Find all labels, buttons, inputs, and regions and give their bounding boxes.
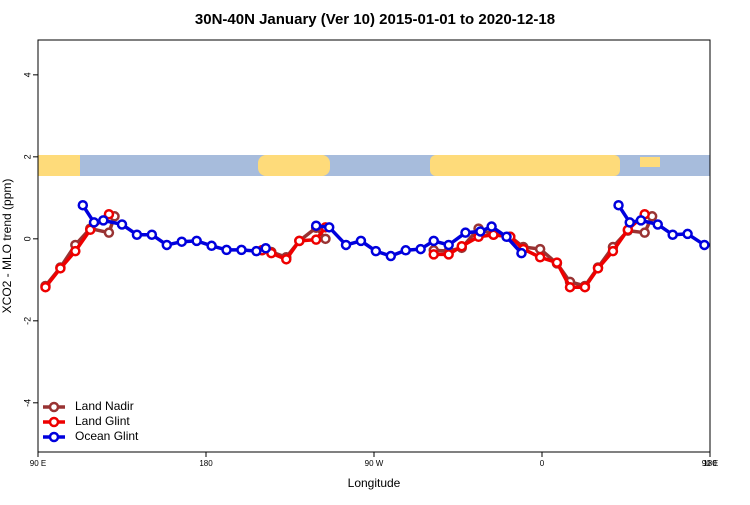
data-point (551, 257, 563, 268)
data-point (55, 263, 66, 274)
data-point (624, 217, 635, 228)
data-point (320, 233, 331, 245)
data-point (516, 247, 527, 259)
data-point (460, 227, 471, 238)
data-point (592, 263, 604, 274)
data-point (607, 245, 619, 257)
data-point (310, 234, 322, 245)
x-axis-label: Longitude (348, 476, 401, 490)
x-tick-label: 90 E (702, 459, 718, 468)
chart-title: 30N-40N January (Ver 10) 2015-01-01 to 2… (195, 11, 555, 28)
data-point (88, 217, 100, 228)
x-tick-label: 180 (199, 459, 213, 468)
data-point (103, 208, 115, 220)
data-point (443, 249, 454, 260)
data-point (400, 245, 411, 256)
data-point (260, 243, 271, 254)
x-tick-label: 180 (703, 459, 717, 468)
data-point (534, 252, 546, 263)
legend-marker (48, 401, 60, 413)
y-tick-label: 0 (22, 236, 32, 241)
map-band (38, 155, 710, 176)
data-point (281, 254, 292, 265)
data-point (77, 199, 89, 211)
data-point (699, 239, 710, 251)
data-point (564, 281, 576, 293)
data-point (251, 245, 262, 257)
data-point (116, 219, 128, 230)
data-point (428, 249, 439, 260)
data-point (475, 226, 486, 237)
data-point (340, 239, 352, 251)
data-point (682, 228, 693, 240)
data-point (486, 221, 497, 232)
data-point (613, 199, 624, 211)
data-point (579, 281, 591, 293)
data-point (385, 250, 397, 262)
data-point (652, 219, 663, 230)
x-tick-label: 0 (540, 459, 545, 468)
y-tick-label: -4 (22, 399, 32, 407)
y-tick-label: 2 (22, 154, 32, 159)
data-point (161, 239, 173, 251)
data-point (534, 243, 546, 255)
data-point (191, 235, 202, 247)
data-point (294, 235, 305, 247)
legend-marker (48, 431, 60, 443)
data-point (456, 240, 467, 252)
data-point (488, 229, 499, 240)
data-point (639, 227, 650, 238)
x-tick-label: 90 W (365, 459, 384, 468)
data-point (415, 243, 426, 255)
y-tick-label: -2 (22, 317, 32, 325)
data-point (221, 244, 232, 256)
x-tick-label: 90 E (30, 459, 46, 468)
data-point (206, 240, 217, 252)
data-point (131, 229, 143, 240)
y-tick-label: 4 (22, 72, 32, 77)
data-point (428, 235, 439, 247)
data-point (103, 227, 115, 238)
data-point (98, 215, 109, 226)
data-point (310, 220, 322, 231)
data-point (323, 222, 335, 233)
y-axis-label: XCO2 - MLO trend (ppm) (0, 179, 14, 314)
data-point (667, 229, 678, 240)
data-point (501, 231, 512, 243)
legend-marker (48, 416, 60, 428)
data-point (370, 245, 382, 257)
data-point (355, 235, 367, 247)
data-point (70, 245, 81, 257)
data-point (40, 281, 51, 293)
legend-label: Land Nadir (75, 399, 134, 413)
data-point (236, 244, 247, 256)
data-point (443, 239, 454, 251)
legend-label: Land Glint (75, 414, 130, 428)
data-point (635, 215, 647, 226)
data-point (146, 229, 158, 240)
data-point (176, 236, 187, 247)
legend-label: Ocean Glint (75, 429, 139, 443)
